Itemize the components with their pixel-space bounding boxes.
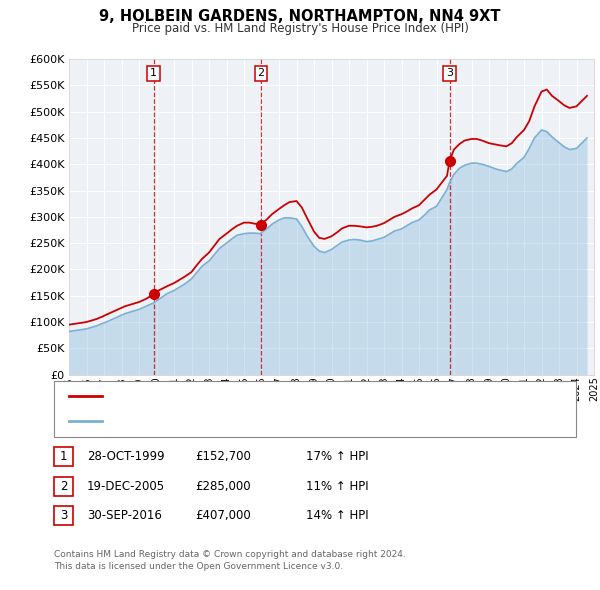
Text: 9, HOLBEIN GARDENS, NORTHAMPTON, NN4 9XT: 9, HOLBEIN GARDENS, NORTHAMPTON, NN4 9XT [99, 9, 501, 24]
Text: £152,700: £152,700 [195, 450, 251, 463]
Text: 11% ↑ HPI: 11% ↑ HPI [306, 480, 368, 493]
Text: £285,000: £285,000 [195, 480, 251, 493]
Text: 3: 3 [60, 509, 67, 522]
Text: Contains HM Land Registry data © Crown copyright and database right 2024.
This d: Contains HM Land Registry data © Crown c… [54, 550, 406, 571]
Text: 28-OCT-1999: 28-OCT-1999 [87, 450, 164, 463]
Text: £407,000: £407,000 [195, 509, 251, 522]
Text: 17% ↑ HPI: 17% ↑ HPI [306, 450, 368, 463]
Text: Price paid vs. HM Land Registry's House Price Index (HPI): Price paid vs. HM Land Registry's House … [131, 22, 469, 35]
Text: 1: 1 [150, 68, 157, 78]
Text: 1: 1 [60, 450, 67, 463]
Text: 30-SEP-2016: 30-SEP-2016 [87, 509, 162, 522]
Text: 14% ↑ HPI: 14% ↑ HPI [306, 509, 368, 522]
Text: 19-DEC-2005: 19-DEC-2005 [87, 480, 165, 493]
Text: 2: 2 [257, 68, 265, 78]
Text: 9, HOLBEIN GARDENS, NORTHAMPTON, NN4 9XT (detached house): 9, HOLBEIN GARDENS, NORTHAMPTON, NN4 9XT… [108, 391, 456, 401]
Text: HPI: Average price, detached house, West Northamptonshire: HPI: Average price, detached house, West… [108, 416, 425, 426]
Text: 3: 3 [446, 68, 453, 78]
Text: 2: 2 [60, 480, 67, 493]
